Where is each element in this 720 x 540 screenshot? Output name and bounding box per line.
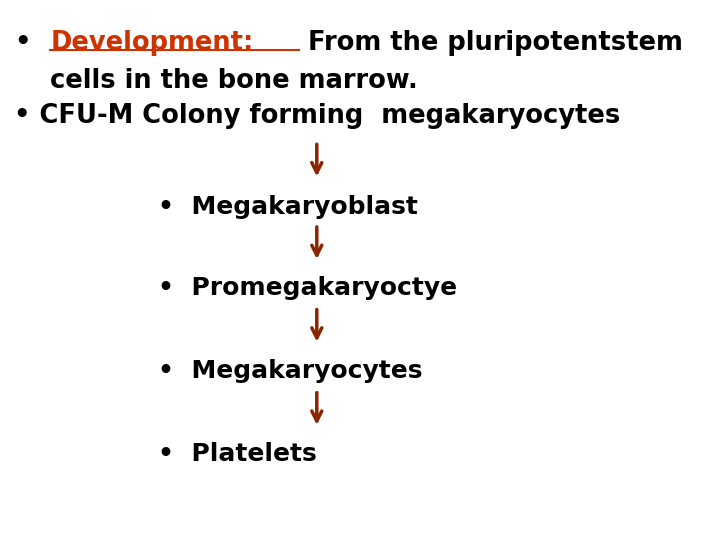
Text: •  Megakaryoblast: • Megakaryoblast xyxy=(158,195,418,219)
Text: •  Megakaryocytes: • Megakaryocytes xyxy=(158,359,423,383)
Text: • CFU-M Colony forming  megakaryocytes: • CFU-M Colony forming megakaryocytes xyxy=(14,103,621,129)
Text: From the pluripotentstem: From the pluripotentstem xyxy=(299,30,683,56)
Text: Development:: Development: xyxy=(50,30,253,56)
Text: •  Platelets: • Platelets xyxy=(158,442,317,465)
Text: •: • xyxy=(14,30,31,56)
Text: •  Promegakaryoctye: • Promegakaryoctye xyxy=(158,276,457,300)
Text: cells in the bone marrow.: cells in the bone marrow. xyxy=(50,68,418,93)
